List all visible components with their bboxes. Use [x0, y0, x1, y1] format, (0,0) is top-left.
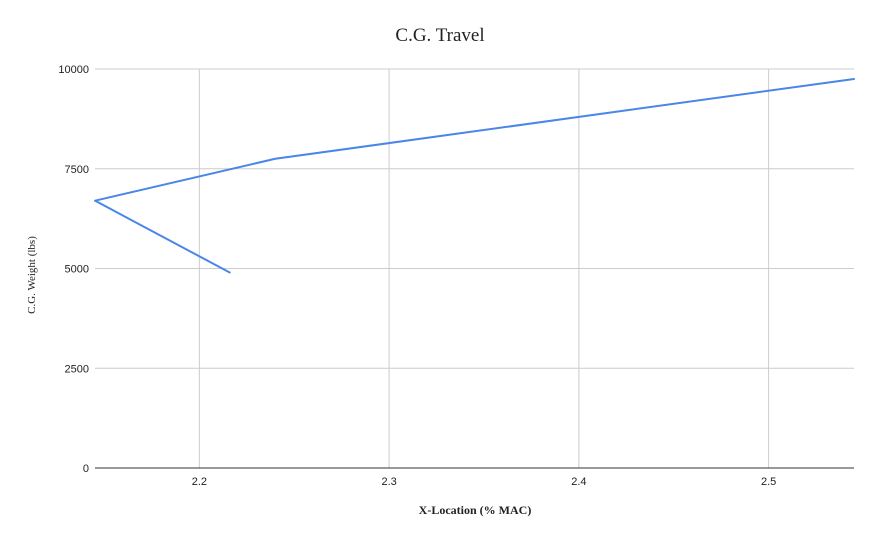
- y-tick-label: 2500: [65, 363, 89, 375]
- x-tick-label: 2.4: [571, 476, 586, 488]
- chart-title: C.G. Travel: [395, 25, 484, 46]
- y-tick-label: 10000: [58, 64, 89, 76]
- series-layer: [94, 77, 855, 274]
- tick-labels: 0 2500 5000 7500 10000 2.2 2.3 2.4 2.5: [58, 64, 776, 488]
- y-tick-label: 0: [83, 463, 89, 475]
- y-axis-label: C.G. Weight (lbs): [26, 236, 38, 314]
- series-line: [94, 77, 855, 274]
- x-tick-label: 2.5: [761, 476, 776, 488]
- x-tick-label: 2.2: [192, 476, 207, 488]
- x-tick-label: 2.3: [381, 476, 396, 488]
- y-tick-label: 5000: [65, 264, 89, 276]
- x-axis-label: X-Location (% MAC): [419, 503, 532, 517]
- y-tick-label: 7500: [65, 164, 89, 176]
- grid: [95, 68, 854, 468]
